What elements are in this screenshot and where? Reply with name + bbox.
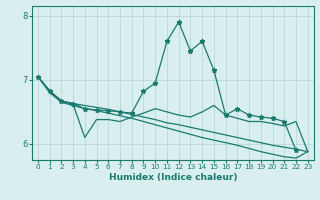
X-axis label: Humidex (Indice chaleur): Humidex (Indice chaleur) (108, 173, 237, 182)
